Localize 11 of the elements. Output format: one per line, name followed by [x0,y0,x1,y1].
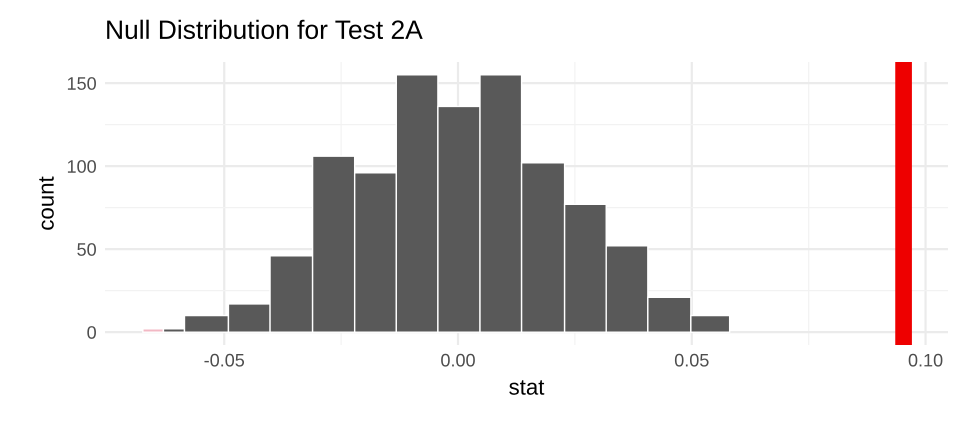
x-tick-label: 0.00 [441,354,475,367]
y-tick-label: 100 [68,160,96,173]
chart-title: Null Distribution for Test 2A [107,20,423,40]
y-tick-label: 0 [87,326,96,339]
x-tick-label: 0.05 [674,354,709,367]
y-tick-label: 50 [77,243,96,256]
y-axis-title: count [39,176,54,230]
x-axis-title: stat [509,380,544,395]
x-tick-label: -0.05 [204,354,244,367]
x-tick-label: 0.10 [908,354,942,367]
y-tick-label: 150 [68,77,96,90]
